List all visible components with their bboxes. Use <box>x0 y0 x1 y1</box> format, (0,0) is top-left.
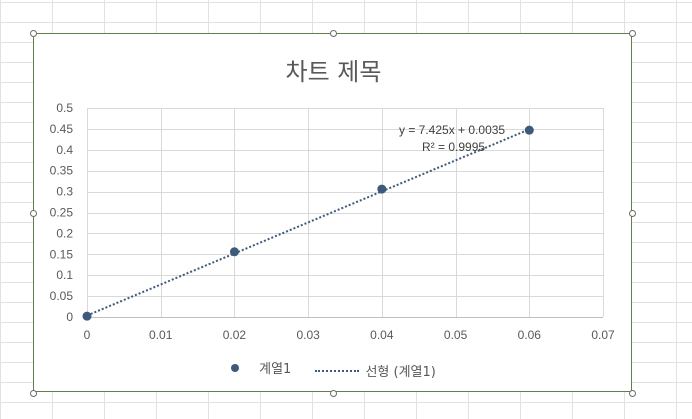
y-tick-label: 0 <box>66 310 73 324</box>
x-tick-label: 0.06 <box>518 328 542 342</box>
chart-title[interactable]: 차트 제목 <box>285 58 382 86</box>
legend-marker-icon <box>231 363 240 372</box>
x-tick-label: 0.02 <box>223 328 247 342</box>
data-point[interactable] <box>524 125 534 135</box>
legend-dotted-line-icon <box>315 369 360 372</box>
y-tick-label: 0.4 <box>56 143 73 157</box>
data-point[interactable] <box>82 311 92 321</box>
x-tick-label: 0.01 <box>149 328 173 342</box>
x-tick-label: 0.05 <box>444 328 468 342</box>
legend-label-series: 계열1 <box>259 362 292 377</box>
data-point[interactable] <box>377 184 387 194</box>
y-tick-label: 0.05 <box>50 289 74 303</box>
resize-handle[interactable] <box>29 389 37 397</box>
x-tick-label: 0 <box>84 328 91 342</box>
resize-handle[interactable] <box>628 209 636 217</box>
data-point[interactable] <box>229 247 239 257</box>
chart-area[interactable]: 차트 제목 0 0.05 0.1 0.15 0.2 0.25 0.3 0.35 0.4 0.45 0… <box>33 33 632 392</box>
resize-handle[interactable] <box>628 29 636 37</box>
legend-label-trendline: 선형 (계열1) <box>365 365 436 380</box>
resize-handle[interactable] <box>628 389 636 397</box>
y-tick-label: 0.15 <box>50 247 74 261</box>
y-tick-label: 0.2 <box>56 226 73 240</box>
y-tick-label: 0.35 <box>50 164 74 178</box>
resize-handle[interactable] <box>29 209 37 217</box>
x-tick-label: 0.04 <box>370 328 394 342</box>
y-tick-label: 0.25 <box>50 206 74 220</box>
legend-entry-series[interactable]: 계열1 <box>231 358 291 377</box>
resize-handle[interactable] <box>29 29 37 37</box>
trendline-equation-label: y = 7.425x + 0.0035 <box>399 123 505 137</box>
legend[interactable]: 계열1 선형 (계열1) <box>34 358 633 380</box>
resize-handle[interactable] <box>329 29 337 37</box>
y-tick-label: 0.5 <box>56 101 73 115</box>
resize-handle[interactable] <box>329 389 337 397</box>
trendline-r2-label: R² = 0.9995 <box>422 140 485 154</box>
y-tick-label: 0.1 <box>56 268 73 282</box>
x-tick-label: 0.07 <box>591 328 615 342</box>
x-tick-label: 0.03 <box>296 328 320 342</box>
plot-area[interactable]: 0 0.05 0.1 0.15 0.2 0.25 0.3 0.35 0.4 0.45 0.5 0 0.0… <box>34 34 633 393</box>
legend-entry-trendline[interactable]: 선형 (계열1) <box>315 361 436 380</box>
y-tick-label: 0.3 <box>56 185 73 199</box>
y-tick-label: 0.45 <box>50 122 74 136</box>
